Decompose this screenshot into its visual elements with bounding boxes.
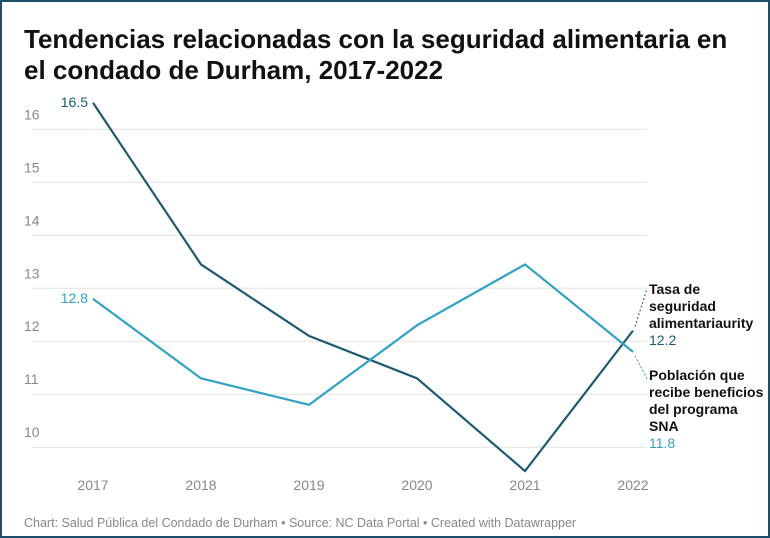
leader [634,288,648,327]
x-tick-label: 2017 [77,477,108,493]
x-tick-label: 2018 [185,477,216,493]
x-tick-label: 2019 [293,477,324,493]
y-tick-label: 11 [24,371,39,387]
start-value-label: 12.8 [61,290,88,306]
y-tick-label: 16 [24,106,40,122]
series-label: Población que recibe beneficios del prog… [649,366,764,434]
end-value-label: 11.8 [649,434,676,451]
footer: Chart: Salud Pública del Condado de Durh… [24,516,577,530]
y-tick-label: 12 [24,318,40,334]
chart-title: Tendencias relacionadas con la seguridad… [24,24,728,85]
series-label: Tasa de seguridad alimentariaurity [649,280,754,331]
x-tick-label: 2021 [509,477,540,493]
line [92,263,634,407]
end-value-label: 12.2 [649,331,677,348]
y-tick-label: 15 [24,159,40,175]
line [92,102,634,473]
x-tick-label: 2020 [401,477,432,493]
x-tick-label: 2022 [617,477,648,493]
y-tick-label: 14 [24,212,40,228]
leader [634,355,648,380]
y-tick-label: 10 [24,424,40,440]
y-tick-label: 13 [24,265,40,281]
start-value-label: 16.5 [61,94,88,110]
